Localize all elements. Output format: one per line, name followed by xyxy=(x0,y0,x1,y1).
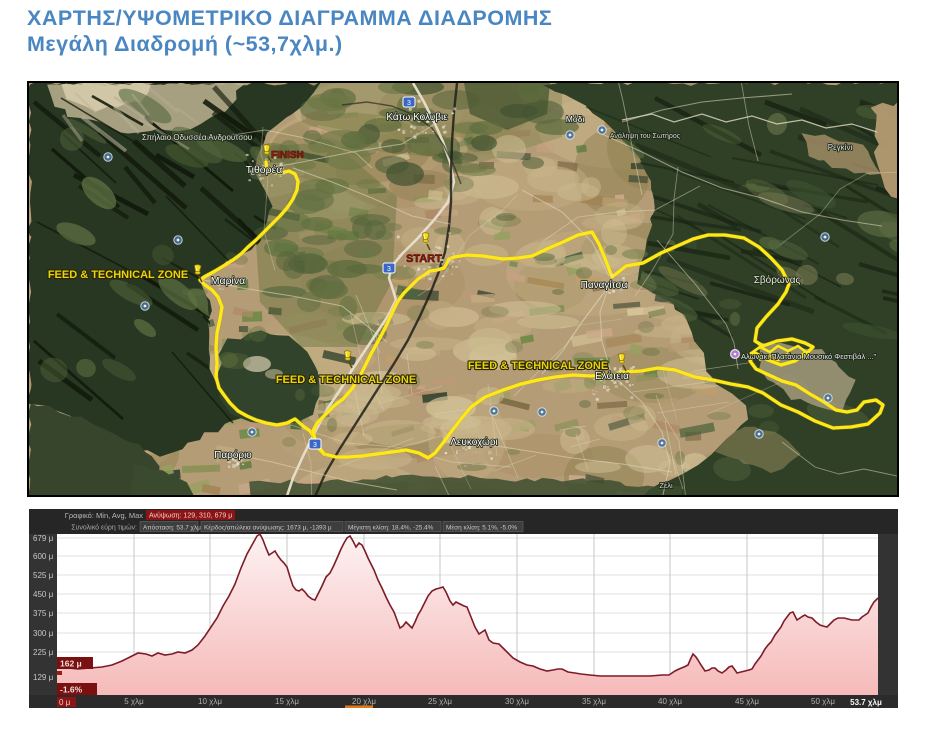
svg-text:300 μ: 300 μ xyxy=(33,629,54,638)
svg-text:FEED & TECHNICAL ZONE: FEED & TECHNICAL ZONE xyxy=(468,360,608,372)
svg-text:162 μ: 162 μ xyxy=(60,659,82,669)
svg-text:600 μ: 600 μ xyxy=(33,552,54,561)
svg-text:Απόσταση: 53.7 χλμ: Απόσταση: 53.7 χλμ xyxy=(143,524,201,532)
svg-text:Ρεγκίνι: Ρεγκίνι xyxy=(828,143,853,152)
svg-text:3: 3 xyxy=(313,442,317,449)
svg-text:15 χλμ: 15 χλμ xyxy=(275,697,299,706)
svg-text:Τιθορέα: Τιθορέα xyxy=(246,164,283,176)
svg-text:525 μ: 525 μ xyxy=(33,571,54,580)
svg-text:20 χλμ: 20 χλμ xyxy=(352,697,376,706)
svg-text:679 μ: 679 μ xyxy=(33,534,54,543)
svg-text:Κάτω Κολυβιε: Κάτω Κολυβιε xyxy=(386,111,448,123)
svg-text:30 χλμ: 30 χλμ xyxy=(505,697,529,706)
svg-text:Μέση κλίση: 5.1%, -5.0%: Μέση κλίση: 5.1%, -5.0% xyxy=(446,524,517,532)
svg-text:Λευκοχώρι: Λευκοχώρι xyxy=(450,436,497,448)
svg-text:53.7 χλμ: 53.7 χλμ xyxy=(850,698,882,707)
svg-text:129 μ: 129 μ xyxy=(33,673,54,682)
svg-text:50 χλμ: 50 χλμ xyxy=(811,697,835,706)
svg-text:Μαρίνα: Μαρίνα xyxy=(211,275,245,287)
svg-text:25 χλμ: 25 χλμ xyxy=(428,697,452,706)
svg-text:START: START xyxy=(406,253,442,265)
svg-text:Ανύψωση: 129, 310, 679 μ: Ανύψωση: 129, 310, 679 μ xyxy=(149,512,232,520)
svg-text:Παρόριο: Παρόριο xyxy=(214,449,252,461)
svg-text:3: 3 xyxy=(407,100,411,107)
svg-text:225 μ: 225 μ xyxy=(33,648,54,657)
svg-text:450 μ: 450 μ xyxy=(33,590,54,599)
svg-text:40 χλμ: 40 χλμ xyxy=(658,697,682,706)
svg-text:FEED & TECHNICAL ZONE: FEED & TECHNICAL ZONE xyxy=(48,269,188,281)
svg-text:Συνολικό εύρη τιμών:: Συνολικό εύρη τιμών: xyxy=(71,524,137,532)
svg-text:375 μ: 375 μ xyxy=(33,609,54,618)
svg-text:Σπήλαιο Οδυσσέα Ανδρούτσου: Σπήλαιο Οδυσσέα Ανδρούτσου xyxy=(142,133,252,142)
svg-text:Κέρδος/απώλεια ανύψωσης: 1673: Κέρδος/απώλεια ανύψωσης: 1673 μ, -1393 μ xyxy=(204,524,332,532)
svg-text:Ανάληψη του Σωτήρος: Ανάληψη του Σωτήρος xyxy=(610,132,681,140)
svg-text:Γραφικό: Min, Avg, Max: Γραφικό: Min, Avg, Max xyxy=(65,511,143,520)
svg-text:Μέγιστη κλίση: 18.4%, -25.4%: Μέγιστη κλίση: 18.4%, -25.4% xyxy=(348,524,434,532)
svg-text:FEED & TECHNICAL ZONE: FEED & TECHNICAL ZONE xyxy=(276,374,416,386)
svg-text:-1.6%: -1.6% xyxy=(60,685,83,695)
svg-text:Μόδι: Μόδι xyxy=(566,114,585,124)
svg-text:35 χλμ: 35 χλμ xyxy=(582,697,606,706)
svg-text:Σβόρωνας: Σβόρωνας xyxy=(754,274,801,286)
svg-text:Ελάτεια: Ελάτεια xyxy=(595,370,629,382)
svg-text:Παναγίτσα: Παναγίτσα xyxy=(581,279,628,291)
svg-text:45 χλμ: 45 χλμ xyxy=(735,697,759,706)
svg-text:10 χλμ: 10 χλμ xyxy=(198,697,222,706)
svg-text:5 χλμ: 5 χλμ xyxy=(124,697,144,706)
svg-text:Ζέλι: Ζέλι xyxy=(659,481,673,490)
svg-text:Αλωνάκι Πλατάνια Μουσικό Φεστ: Αλωνάκι Πλατάνια Μουσικό Φεστιβάλ ..." xyxy=(741,352,877,361)
svg-text:FINISH: FINISH xyxy=(271,150,304,161)
svg-text:0 μ: 0 μ xyxy=(59,698,71,707)
svg-text:3: 3 xyxy=(387,266,391,273)
